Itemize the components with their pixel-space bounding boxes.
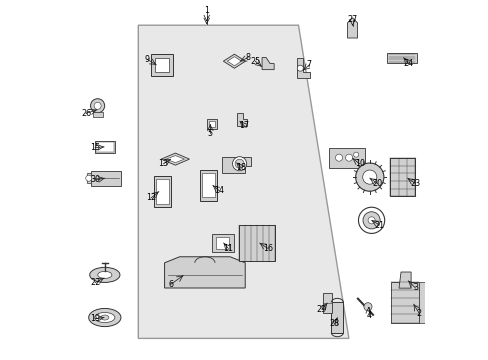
Text: 10: 10 — [354, 159, 364, 168]
Bar — [154, 176, 171, 207]
Bar — [202, 173, 214, 198]
Text: 16: 16 — [263, 244, 272, 253]
Text: 9: 9 — [144, 55, 149, 64]
Polygon shape — [223, 54, 245, 68]
Circle shape — [362, 212, 379, 229]
Text: 8: 8 — [245, 53, 250, 62]
Text: 22: 22 — [90, 278, 100, 287]
Bar — [156, 179, 169, 204]
Bar — [92, 112, 102, 117]
Text: 29: 29 — [316, 305, 326, 314]
Text: 11: 11 — [223, 244, 233, 253]
Bar — [239, 225, 274, 261]
Text: 24: 24 — [403, 58, 412, 68]
Polygon shape — [262, 58, 274, 69]
Ellipse shape — [98, 271, 112, 278]
Text: 23: 23 — [409, 179, 420, 188]
Text: 13: 13 — [158, 159, 168, 168]
Circle shape — [362, 170, 376, 184]
Circle shape — [363, 303, 371, 311]
Circle shape — [232, 157, 246, 171]
Polygon shape — [347, 18, 357, 38]
Polygon shape — [227, 57, 241, 66]
Text: 25: 25 — [250, 57, 260, 66]
Ellipse shape — [95, 312, 115, 323]
Polygon shape — [236, 113, 246, 126]
Bar — [96, 142, 114, 152]
Circle shape — [235, 159, 244, 168]
Text: 5: 5 — [207, 129, 212, 138]
Polygon shape — [164, 257, 244, 288]
Circle shape — [94, 102, 101, 109]
Text: 7: 7 — [306, 60, 311, 69]
Circle shape — [358, 207, 384, 233]
Polygon shape — [386, 53, 416, 63]
Polygon shape — [222, 157, 250, 173]
Bar — [216, 238, 229, 248]
Circle shape — [335, 154, 342, 161]
Text: 6: 6 — [168, 280, 173, 289]
Bar — [206, 119, 217, 129]
Bar — [86, 173, 91, 183]
Circle shape — [355, 163, 383, 191]
Bar — [200, 170, 216, 201]
Text: 18: 18 — [235, 163, 245, 172]
Circle shape — [297, 65, 303, 71]
Text: 17: 17 — [239, 122, 249, 130]
Circle shape — [85, 175, 92, 181]
Text: 27: 27 — [346, 15, 357, 24]
Bar — [154, 58, 168, 72]
Bar — [390, 282, 418, 323]
Ellipse shape — [101, 315, 109, 320]
Bar — [211, 234, 234, 252]
Text: 20: 20 — [372, 179, 382, 188]
Text: 30: 30 — [90, 175, 100, 184]
Polygon shape — [138, 25, 348, 338]
Ellipse shape — [88, 309, 121, 327]
Text: 4: 4 — [366, 310, 370, 320]
Bar — [91, 171, 121, 186]
Text: 1: 1 — [204, 6, 209, 15]
Text: 28: 28 — [329, 320, 339, 328]
Text: 2: 2 — [416, 309, 421, 318]
Bar — [389, 158, 415, 196]
Text: 14: 14 — [214, 186, 224, 195]
Polygon shape — [297, 58, 310, 78]
Bar — [322, 293, 331, 313]
Bar — [329, 148, 364, 168]
Text: 12: 12 — [145, 194, 156, 202]
Circle shape — [345, 154, 352, 161]
Bar — [418, 282, 424, 323]
Bar — [331, 302, 343, 333]
Text: 15: 15 — [90, 143, 100, 152]
Text: 26: 26 — [81, 109, 91, 118]
Circle shape — [367, 217, 374, 224]
Polygon shape — [398, 272, 410, 288]
Circle shape — [353, 152, 358, 157]
Text: 21: 21 — [374, 220, 384, 230]
Ellipse shape — [89, 267, 120, 283]
Polygon shape — [166, 156, 184, 163]
Text: 3: 3 — [412, 284, 417, 292]
Text: 19: 19 — [90, 314, 100, 323]
Bar — [150, 54, 172, 76]
Circle shape — [90, 99, 104, 113]
Bar — [95, 141, 115, 153]
Polygon shape — [161, 153, 189, 165]
Bar — [209, 121, 215, 127]
